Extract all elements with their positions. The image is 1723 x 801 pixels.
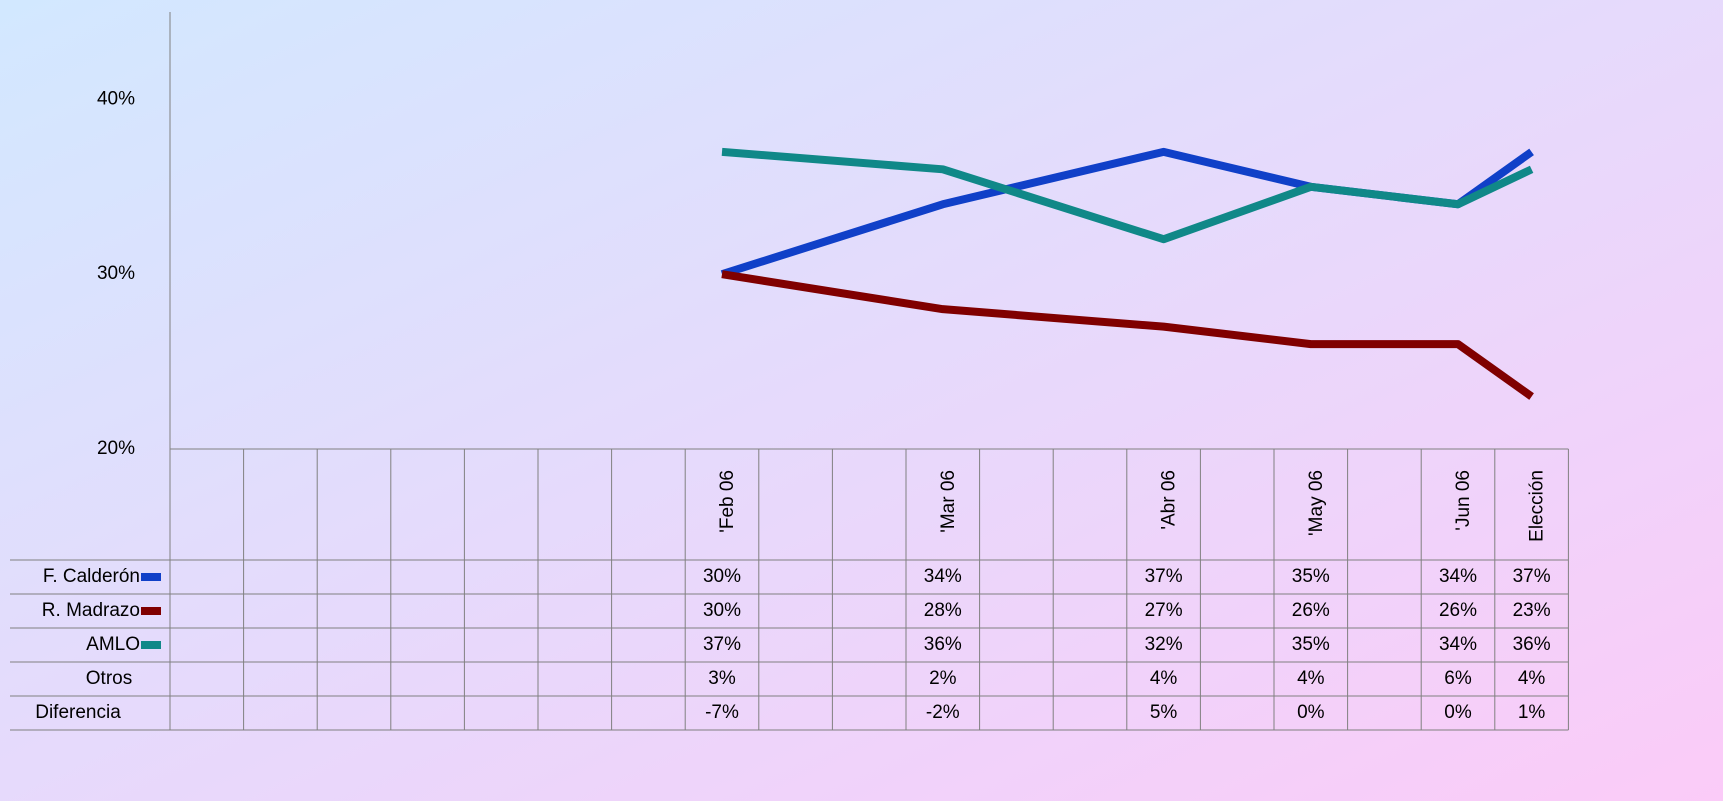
x-tick-label: 'Jun 06 xyxy=(1453,470,1474,531)
table-value: 30% xyxy=(703,600,741,621)
table-value: 6% xyxy=(1444,668,1472,689)
legend-label: AMLO xyxy=(86,634,140,655)
row-label: Diferencia xyxy=(35,702,121,723)
table-value: -2% xyxy=(926,702,960,723)
legend-label: R. Madrazo xyxy=(42,600,140,621)
table-value: 35% xyxy=(1292,634,1330,655)
legend-label: F. Calderón xyxy=(43,566,140,587)
x-tick-label: 'May 06 xyxy=(1306,470,1327,536)
table-value: 37% xyxy=(703,634,741,655)
table-value: 30% xyxy=(703,566,741,587)
y-tick-label: 30% xyxy=(97,263,135,284)
table-value: 23% xyxy=(1513,600,1551,621)
table-value: 34% xyxy=(924,566,962,587)
table-value: 37% xyxy=(1145,566,1183,587)
series-line xyxy=(721,147,1534,244)
row-label: Otros xyxy=(86,668,132,689)
table-value: 35% xyxy=(1292,566,1330,587)
table-value: 34% xyxy=(1439,634,1477,655)
legend-key xyxy=(141,607,161,615)
table-value: 4% xyxy=(1297,668,1325,689)
legend-key xyxy=(141,641,161,649)
legend-key xyxy=(141,573,161,581)
table-value: 5% xyxy=(1150,702,1178,723)
table-value: 4% xyxy=(1150,668,1178,689)
table-value: 26% xyxy=(1439,600,1477,621)
table-value: 2% xyxy=(929,668,957,689)
table-value: 32% xyxy=(1145,634,1183,655)
table-value: 3% xyxy=(708,668,736,689)
table-value: 1% xyxy=(1518,702,1546,723)
table-value: 26% xyxy=(1292,600,1330,621)
table-value: 36% xyxy=(924,634,962,655)
table-value: 36% xyxy=(1513,634,1551,655)
table-value: 27% xyxy=(1145,600,1183,621)
x-tick-label: 'Abr 06 xyxy=(1159,470,1180,530)
x-tick-label: Elección xyxy=(1527,470,1548,542)
table-value: 37% xyxy=(1513,566,1551,587)
x-tick-label: 'Mar 06 xyxy=(938,470,959,533)
table-value: 0% xyxy=(1444,702,1472,723)
y-tick-label: 20% xyxy=(97,438,135,459)
series-line xyxy=(721,270,1534,400)
table-value: 4% xyxy=(1518,668,1546,689)
table-value: 28% xyxy=(924,600,962,621)
table-value: 0% xyxy=(1297,702,1325,723)
x-tick-label: 'Feb 06 xyxy=(717,470,738,533)
table-value: -7% xyxy=(705,702,739,723)
table-value: 34% xyxy=(1439,566,1477,587)
y-tick-label: 40% xyxy=(97,88,135,109)
